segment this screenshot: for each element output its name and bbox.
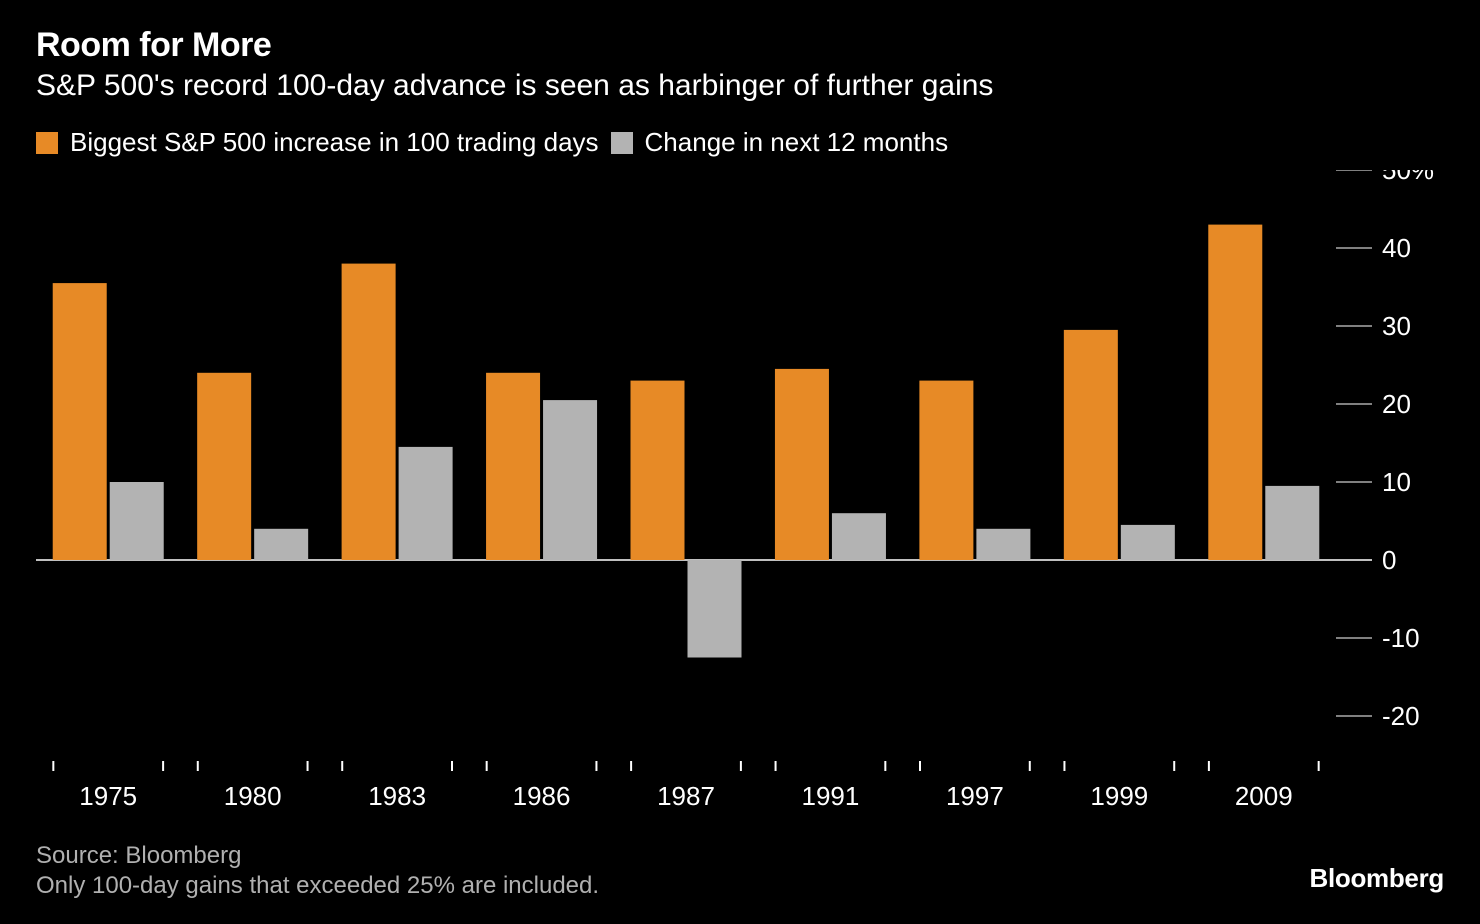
bar-increase_100d	[631, 381, 685, 560]
brand-logo: Bloomberg	[1309, 863, 1444, 894]
x-tick-label: 1997	[946, 781, 1004, 811]
y-tick-label: 0	[1382, 545, 1396, 575]
legend-swatch-series1	[36, 132, 58, 154]
bar-increase_100d	[919, 381, 973, 560]
y-tick-label: 50%	[1382, 170, 1434, 185]
source-line: Source: Bloomberg	[36, 842, 1444, 870]
legend-label-series1: Biggest S&P 500 increase in 100 trading …	[70, 127, 599, 158]
bar-increase_100d	[1064, 330, 1118, 560]
x-tick-label: 2009	[1235, 781, 1293, 811]
bar-next_12m	[688, 560, 742, 658]
x-tick-label: 1975	[79, 781, 137, 811]
y-tick-label: -20	[1382, 701, 1420, 731]
chart-title: Room for More	[36, 26, 1444, 65]
y-tick-label: 40	[1382, 233, 1411, 263]
bar-increase_100d	[197, 373, 251, 560]
bar-increase_100d	[1208, 225, 1262, 560]
legend-swatch-series2	[611, 132, 633, 154]
y-tick-label: 30	[1382, 311, 1411, 341]
legend: Biggest S&P 500 increase in 100 trading …	[36, 127, 1444, 158]
bar-next_12m	[1265, 486, 1319, 560]
x-tick-label: 1983	[368, 781, 426, 811]
bar-next_12m	[976, 529, 1030, 560]
x-tick-label: 1986	[513, 781, 571, 811]
y-tick-label: 10	[1382, 467, 1411, 497]
bar-next_12m	[110, 482, 164, 560]
bar-increase_100d	[775, 369, 829, 560]
x-tick-label: 1980	[224, 781, 282, 811]
y-tick-label: 20	[1382, 389, 1411, 419]
bar-next_12m	[543, 400, 597, 560]
bar-increase_100d	[486, 373, 540, 560]
y-tick-label: -10	[1382, 623, 1420, 653]
chart-area: -20 -10 0 10 20 30 40 50% 1975 1980 1983 1986 1987 19…	[36, 170, 1444, 830]
chart-subtitle: S&P 500's record 100-day advance is seen…	[36, 69, 1444, 103]
bar-next_12m	[1121, 525, 1175, 560]
bar-increase_100d	[342, 264, 396, 560]
x-tick-label: 1987	[657, 781, 715, 811]
x-tick-label: 1999	[1090, 781, 1148, 811]
bar-increase_100d	[53, 283, 107, 560]
bar-next_12m	[254, 529, 308, 560]
bar-next_12m	[399, 447, 453, 560]
bar-next_12m	[832, 513, 886, 560]
footnote-line: Only 100-day gains that exceeded 25% are…	[36, 872, 1444, 900]
bar-chart: -20 -10 0 10 20 30 40 50% 1975 1980 1983 1986 1987 19…	[36, 170, 1436, 825]
x-tick-label: 1991	[802, 781, 860, 811]
legend-label-series2: Change in next 12 months	[645, 127, 949, 158]
